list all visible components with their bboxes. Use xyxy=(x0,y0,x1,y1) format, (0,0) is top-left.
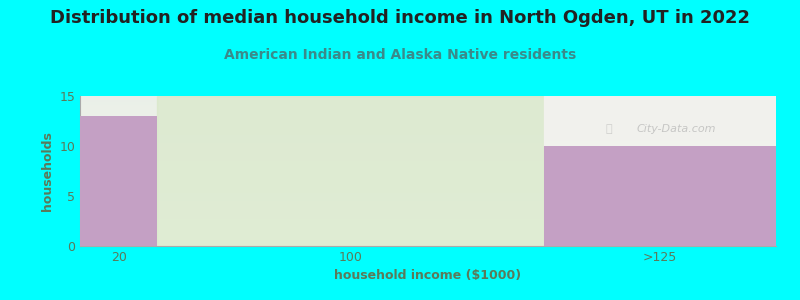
Bar xyxy=(158,96,544,246)
Text: City-Data.com: City-Data.com xyxy=(637,124,716,134)
Bar xyxy=(544,146,776,246)
Y-axis label: households: households xyxy=(41,131,54,211)
Text: American Indian and Alaska Native residents: American Indian and Alaska Native reside… xyxy=(224,48,576,62)
Bar xyxy=(544,96,776,146)
X-axis label: household income ($1000): household income ($1000) xyxy=(334,269,522,282)
Bar xyxy=(80,116,158,246)
Text: Distribution of median household income in North Ogden, UT in 2022: Distribution of median household income … xyxy=(50,9,750,27)
Text: 🌐: 🌐 xyxy=(606,124,612,134)
